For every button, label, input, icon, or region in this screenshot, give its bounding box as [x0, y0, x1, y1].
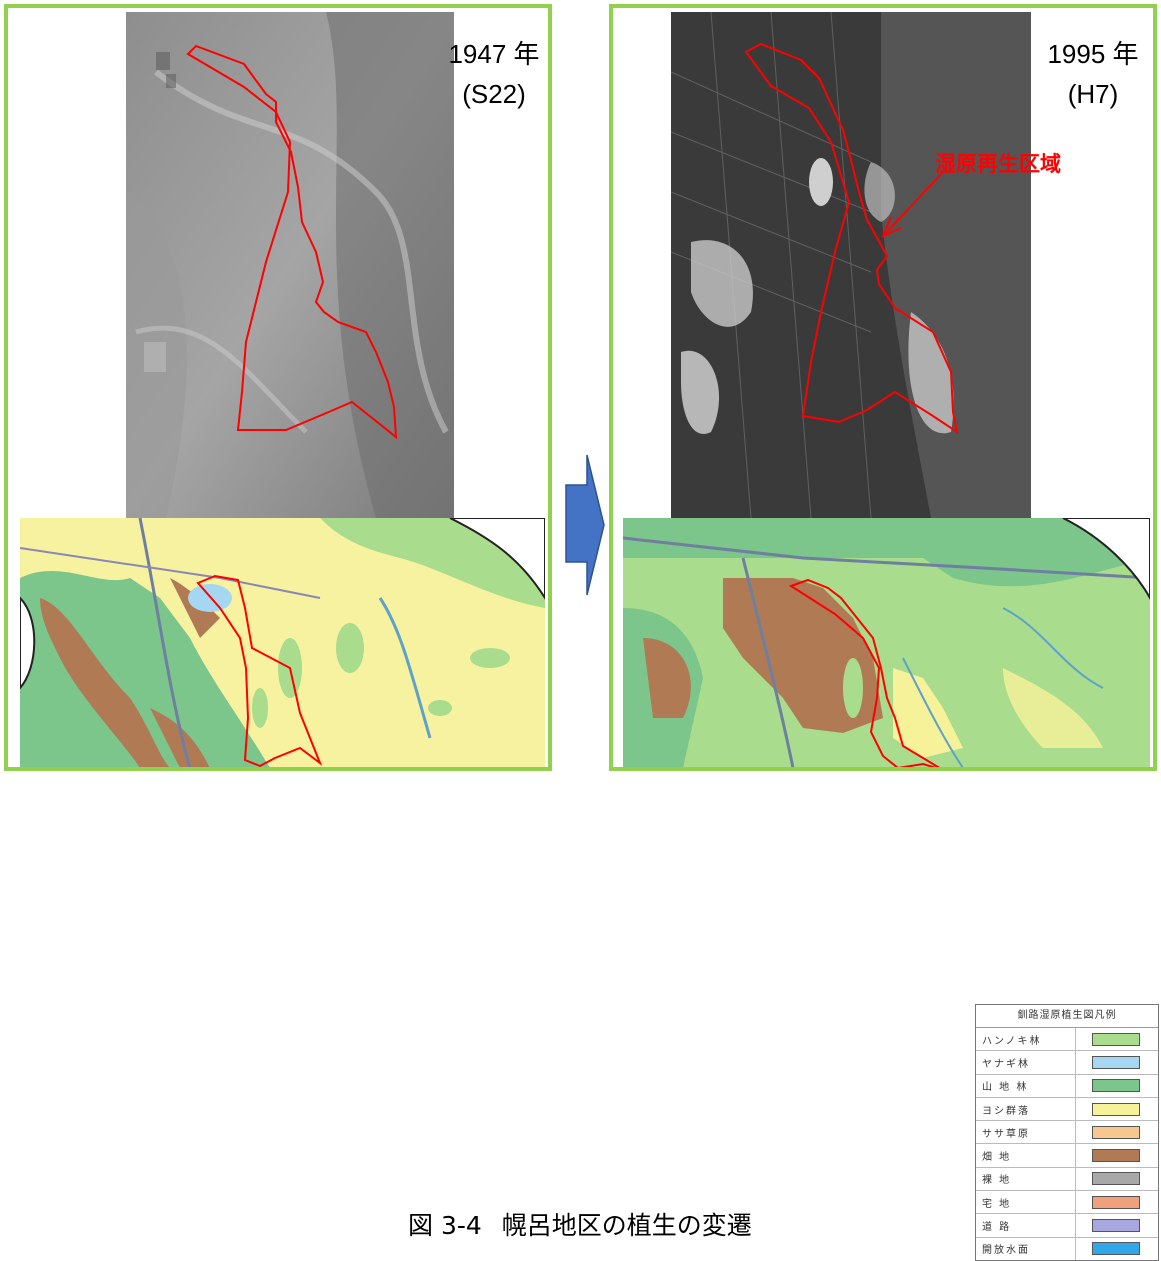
vegetation-map-1947	[20, 518, 545, 767]
legend-item: 開放水面	[976, 1237, 1158, 1260]
panel-1947: 1947 年 (S22)	[4, 4, 552, 771]
figure-number: 図 3-4	[408, 1211, 482, 1240]
legend-label: ハンノキ林	[976, 1028, 1076, 1051]
vegetation-map-1995	[623, 518, 1150, 767]
legend-item: ヨシ群落	[976, 1097, 1158, 1122]
legend-swatch	[1092, 1055, 1140, 1069]
legend-swatch	[1092, 1102, 1140, 1116]
legend-swatch	[1092, 1032, 1140, 1046]
year-label-1947: 1947 年 (S22)	[444, 34, 544, 114]
aerial-photo-1995	[671, 12, 1031, 518]
transition-arrow	[562, 450, 606, 604]
era-text: (S22)	[462, 79, 526, 109]
legend-swatch	[1092, 1149, 1140, 1163]
legend-label: 宅 地	[976, 1191, 1076, 1214]
legend-label: 山 地 林	[976, 1074, 1076, 1097]
panel-1995: 1995 年 (H7) 湿原再生区域	[609, 4, 1157, 771]
figure-title: 幌呂地区の植生の変遷	[501, 1211, 752, 1240]
legend-item: ハンノキ林	[976, 1028, 1158, 1052]
legend-item: 畑 地	[976, 1144, 1158, 1168]
legend-label: ヤナギ林	[976, 1051, 1076, 1074]
legend-swatch	[1092, 1242, 1140, 1256]
era-text: (H7)	[1067, 79, 1119, 109]
legend-item: ササ草原	[976, 1121, 1158, 1145]
figure-caption: 図 3-4 幌呂地区の植生の変遷	[408, 1206, 772, 1242]
legend-item: 山 地 林	[976, 1074, 1158, 1098]
legend-swatch	[1092, 1079, 1140, 1093]
legend-item: ヤナギ林	[976, 1051, 1158, 1075]
year-text: 1995 年	[1047, 39, 1139, 69]
year-label-1995: 1995 年 (H7)	[1033, 34, 1153, 114]
legend-label: 開放水面	[976, 1237, 1076, 1260]
legend-swatch	[1092, 1125, 1140, 1139]
legend-label: ヨシ群落	[976, 1097, 1076, 1121]
legend: 釧路湿原植生図凡例 ハンノキ林 ヤナギ林 山 地 林 ヨシ群落 ササ草原 畑 地…	[975, 1004, 1159, 1261]
legend-label: 畑 地	[976, 1144, 1076, 1167]
legend-swatch	[1092, 1219, 1140, 1233]
legend-item: 道 路	[976, 1214, 1158, 1238]
legend-label: 道 路	[976, 1214, 1076, 1237]
wetland-restoration-area-label: 湿原再生区域	[935, 152, 1061, 176]
legend-item: 宅 地	[976, 1191, 1158, 1215]
legend-swatch	[1092, 1172, 1140, 1186]
aerial-photo-1947	[126, 12, 454, 518]
legend-label: 裸 地	[976, 1167, 1076, 1191]
year-text: 1947 年	[448, 39, 540, 69]
legend-item: 裸 地	[976, 1167, 1158, 1192]
legend-title: 釧路湿原植生図凡例	[976, 1005, 1158, 1028]
legend-label: ササ草原	[976, 1121, 1076, 1144]
legend-swatch	[1092, 1195, 1140, 1209]
